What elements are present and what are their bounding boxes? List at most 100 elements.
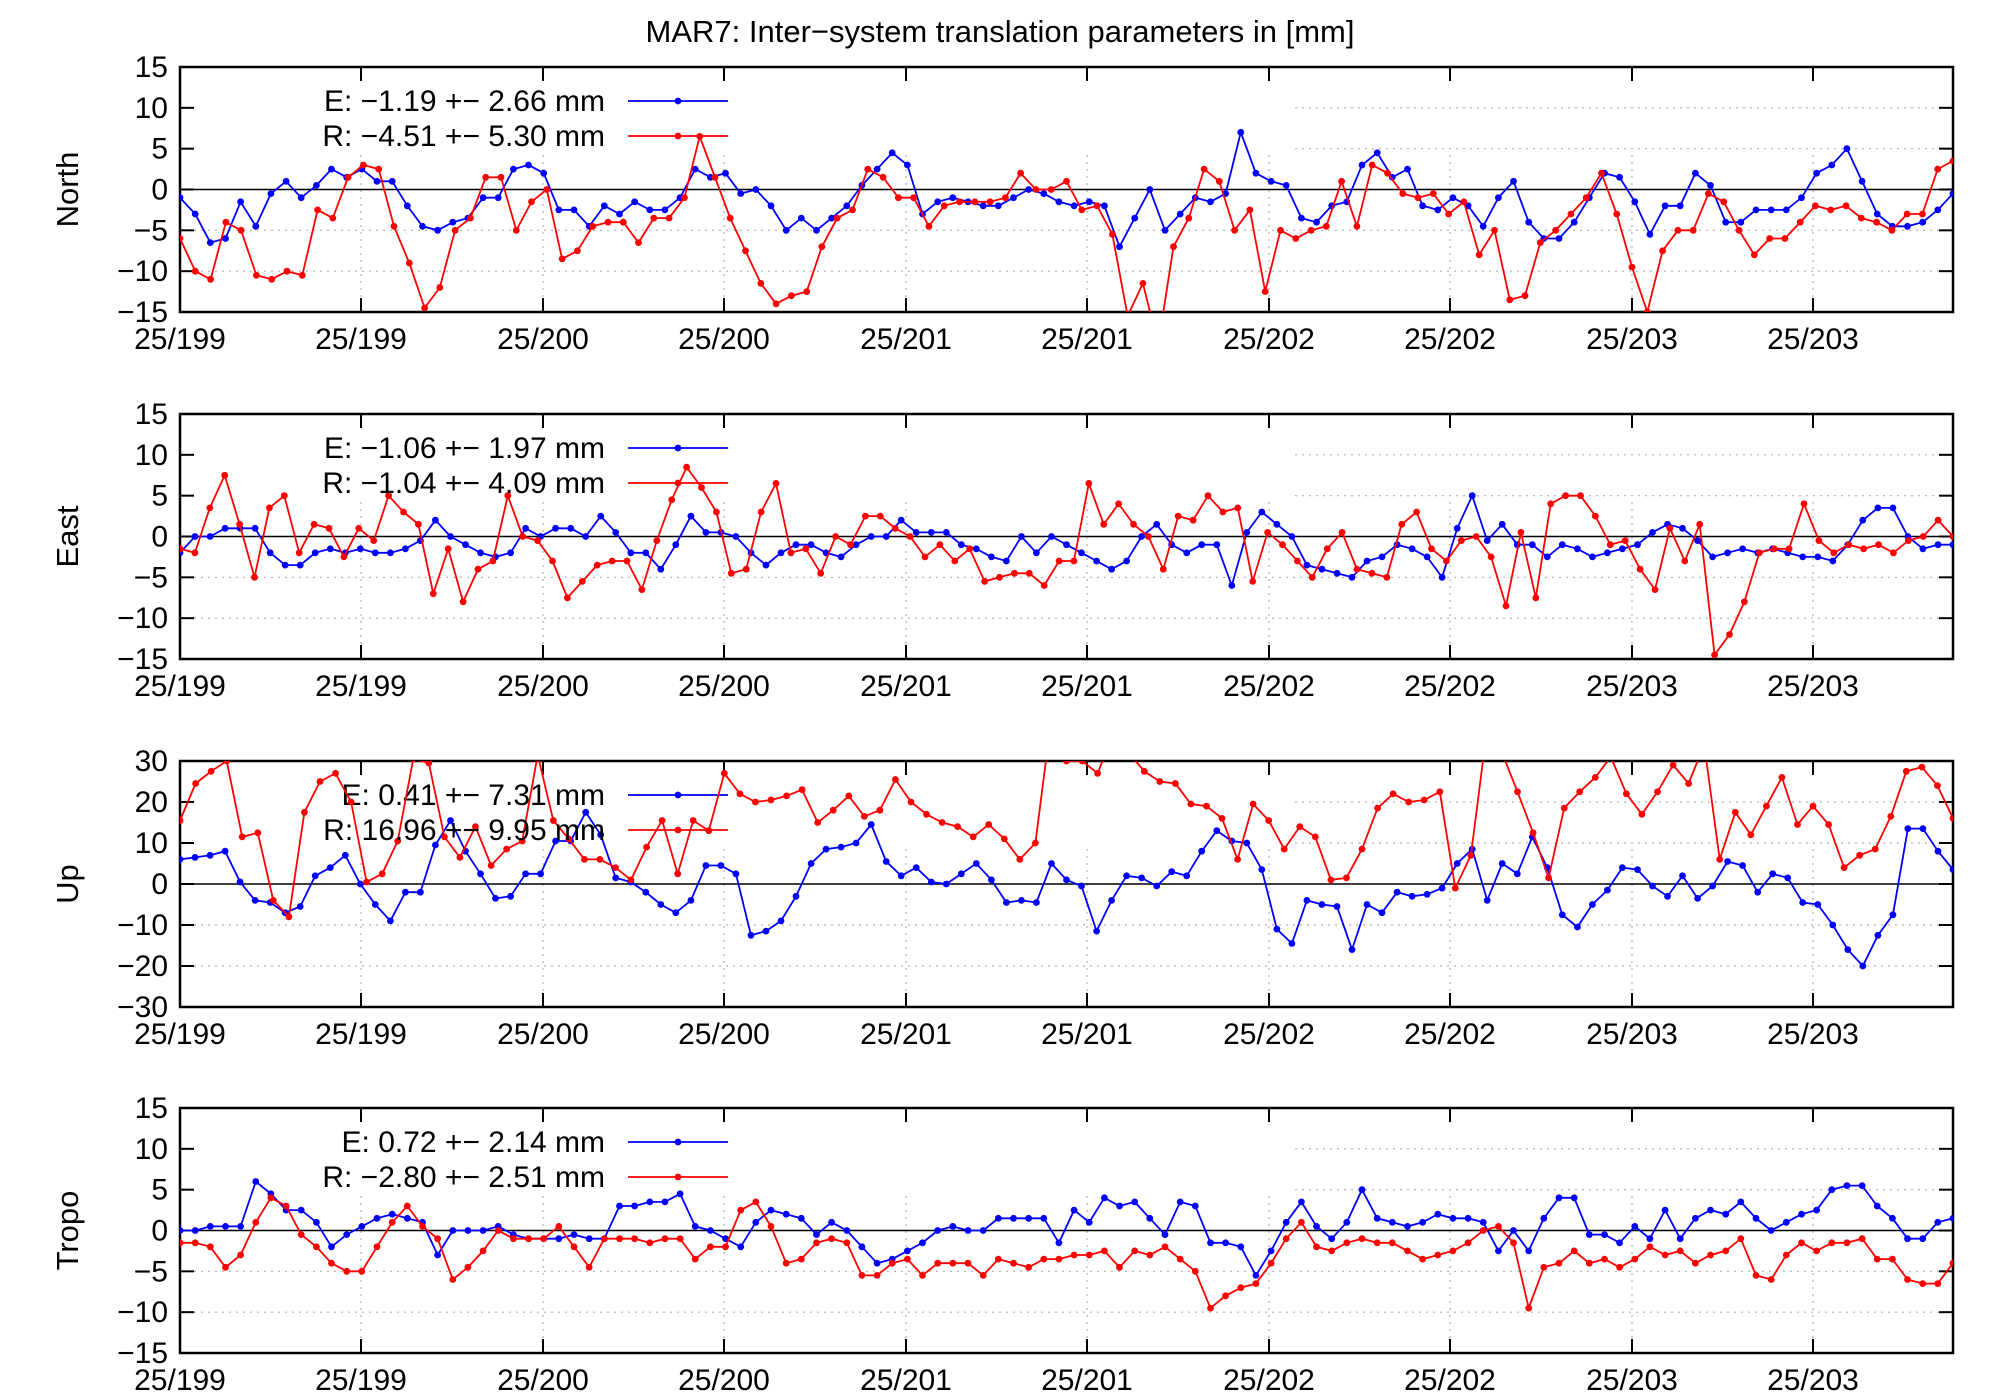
data-point [828, 1218, 835, 1226]
x-tick-label: 25/202 [1404, 1018, 1496, 1051]
data-point [510, 1235, 517, 1243]
data-point [1246, 206, 1254, 214]
data-point [1949, 190, 1953, 197]
data-point [638, 586, 646, 593]
data-point [1249, 800, 1257, 808]
legend-marker [674, 479, 682, 487]
data-point [1460, 198, 1468, 206]
data-point [1123, 557, 1130, 565]
data-point [957, 541, 965, 549]
data-point [923, 810, 930, 818]
data-point [207, 767, 215, 775]
data-point [938, 819, 946, 826]
data-point [732, 533, 740, 540]
data-point [798, 786, 806, 794]
data-point [347, 798, 355, 806]
x-tick-label: 25/203 [1586, 670, 1678, 703]
data-point [1234, 856, 1241, 863]
data-point [574, 247, 581, 255]
data-point [1138, 533, 1145, 540]
data-point [425, 761, 433, 767]
data-point [297, 194, 305, 202]
x-tick-label: 25/200 [497, 1364, 589, 1397]
data-point [650, 214, 658, 222]
data-point [1767, 1227, 1775, 1234]
data-point [600, 1235, 608, 1243]
data-point [180, 235, 184, 242]
data-point [1258, 866, 1266, 873]
data-point [1528, 541, 1536, 549]
data-point [1889, 911, 1897, 919]
data-point [313, 1218, 320, 1226]
data-point [1131, 214, 1139, 222]
data-point [1491, 226, 1498, 234]
data-point [504, 492, 512, 500]
data-point [954, 823, 961, 830]
data-point [1739, 545, 1746, 553]
data-point [727, 569, 735, 577]
data-point [1265, 817, 1273, 824]
data-point [371, 901, 379, 908]
data-point [1574, 923, 1581, 931]
data-point [388, 177, 396, 185]
data-point [858, 1272, 866, 1279]
data-point [180, 1239, 184, 1247]
data-point [1423, 890, 1431, 898]
data-point [1282, 1235, 1290, 1243]
data-point [1858, 1182, 1866, 1189]
data-point [540, 169, 548, 177]
data-point [1252, 1280, 1260, 1287]
data-point [860, 813, 868, 820]
data-point [534, 752, 541, 759]
data-point [1607, 754, 1614, 761]
data-point [1378, 909, 1386, 917]
legend-label: R: −2.80 +− 2.51 mm [322, 1161, 605, 1194]
data-point [1413, 508, 1420, 516]
data-point [1904, 825, 1912, 832]
data-point [1919, 533, 1927, 540]
data-point [1784, 874, 1792, 882]
data-point [972, 545, 980, 553]
data-point [1613, 210, 1621, 218]
data-point [849, 206, 856, 214]
data-point [340, 553, 348, 561]
data-point [1002, 194, 1009, 202]
x-tick-label: 25/201 [860, 1364, 952, 1397]
data-point [972, 860, 980, 867]
data-point [1313, 1223, 1320, 1230]
data-point [687, 512, 695, 520]
data-point [803, 288, 811, 295]
data-point [503, 845, 510, 853]
data-point [996, 573, 1003, 581]
data-point [1681, 557, 1689, 565]
data-point [807, 860, 815, 867]
data-point [191, 210, 199, 218]
data-point [1540, 1214, 1548, 1222]
data-point [578, 578, 586, 585]
data-point [180, 194, 184, 202]
data-point [814, 819, 822, 826]
data-point [1949, 541, 1953, 549]
data-point [792, 541, 800, 549]
data-point [1078, 761, 1086, 765]
data-point [1934, 847, 1942, 855]
data-point [1261, 288, 1269, 295]
x-tick-label: 25/201 [1041, 670, 1133, 703]
legend-marker [674, 1138, 682, 1146]
data-point [936, 541, 944, 549]
data-point [762, 927, 770, 935]
data-point [1108, 897, 1115, 904]
data-point [1646, 1235, 1654, 1243]
data-point [1705, 190, 1712, 198]
data-point [1318, 565, 1326, 573]
data-point [558, 255, 566, 263]
data-point [1378, 553, 1386, 561]
data-point [1063, 876, 1070, 884]
data-point [631, 198, 638, 206]
data-point [876, 512, 884, 520]
data-point [582, 533, 590, 540]
data-point [1934, 1218, 1942, 1226]
data-point [904, 161, 911, 169]
data-point [1722, 1210, 1730, 1218]
data-point [1383, 573, 1391, 581]
